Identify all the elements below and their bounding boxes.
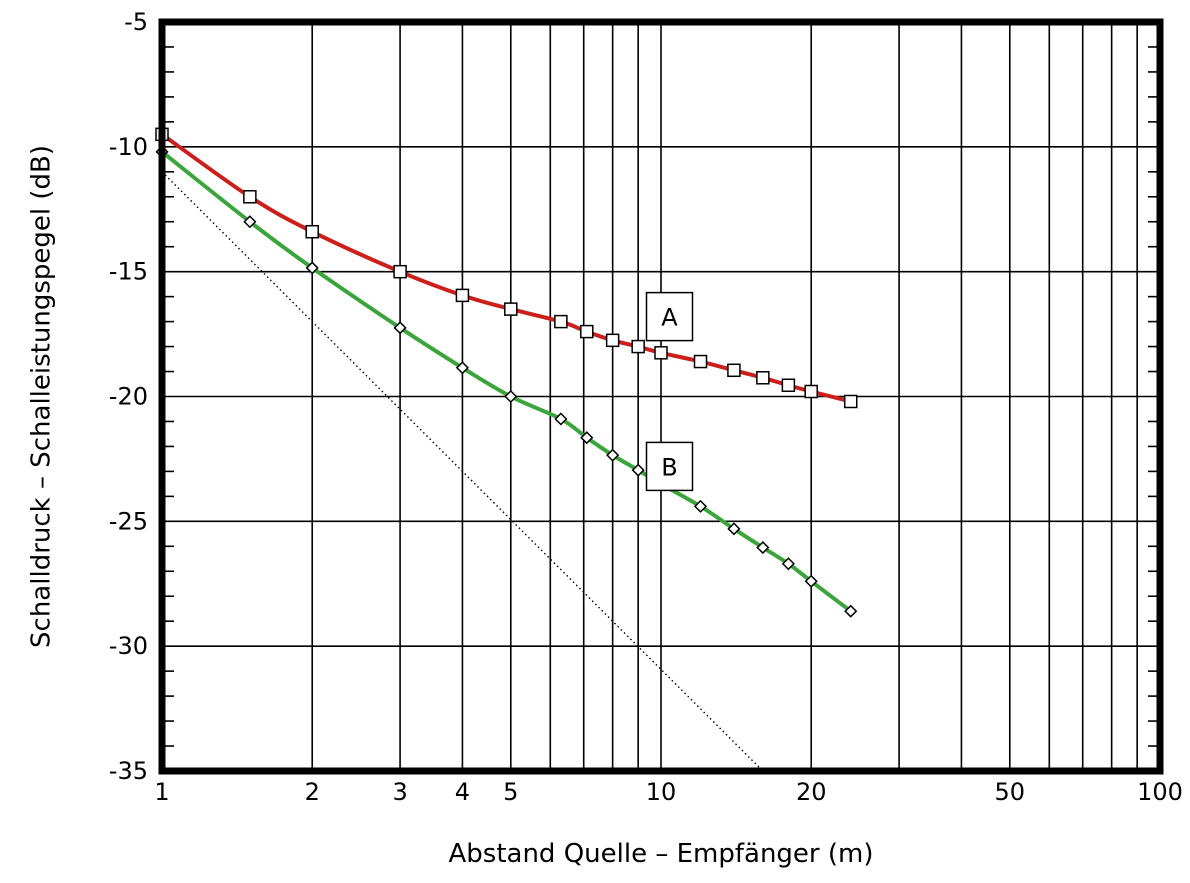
annotation-text: B	[661, 453, 677, 481]
data-point-A	[781, 378, 796, 393]
y-tick-labels: -5 -10 -15 -20 -25 -30 -35	[109, 8, 148, 785]
data-point-B	[844, 604, 858, 618]
y-axis-title: Schalldruck – Schalleistungspegel (dB)	[27, 145, 57, 648]
data-point-A	[455, 288, 470, 303]
series-line-A	[160, 132, 853, 404]
plot-frame	[158, 18, 1164, 775]
x-tick-labels: 1 2 3 4 5 10 20 50 100	[154, 778, 1183, 806]
annotation-box	[645, 291, 694, 342]
data-point-B	[305, 261, 319, 275]
series-line-B	[160, 149, 853, 614]
annotation-label-A: A	[645, 291, 694, 342]
data-point-B	[455, 361, 469, 375]
data-point-A	[504, 302, 518, 316]
data-point-B	[580, 431, 594, 445]
data-point-A	[727, 363, 741, 378]
data-point-A	[804, 384, 818, 399]
data-point-A	[554, 314, 568, 329]
x-axis-title: Abstand Quelle – Empfänger (m)	[448, 839, 873, 869]
y-tick-label: -10	[109, 133, 148, 161]
data-point-B	[631, 463, 645, 477]
major-grid	[162, 146, 1160, 647]
x-tick-label: 4	[455, 778, 470, 806]
y-tick-label: -15	[109, 258, 148, 286]
data-point-B	[504, 389, 518, 404]
data-point-A	[631, 339, 645, 354]
x-tick-label: 2	[305, 778, 320, 806]
data-point-B	[693, 499, 708, 513]
series-reference-line	[161, 171, 764, 772]
data-point-B	[756, 540, 770, 555]
y-tick-label: -35	[109, 757, 148, 785]
data-point-A	[605, 333, 620, 348]
annotations: AB	[645, 291, 694, 492]
data-point-A	[580, 324, 594, 339]
data-point-A	[843, 394, 858, 409]
annotation-label-B: B	[645, 441, 694, 492]
x-tick-label: 3	[392, 778, 407, 806]
x-tick-label: 5	[503, 778, 518, 806]
x-tick-label: 50	[995, 778, 1026, 806]
data-point-B	[727, 522, 741, 536]
data-point-B	[243, 215, 257, 229]
series-lines	[160, 132, 853, 772]
annotation-text: A	[661, 304, 678, 332]
data-point-B	[554, 412, 568, 426]
data-point-B	[393, 321, 407, 335]
data-point-B	[781, 557, 795, 571]
y-tick-label: -25	[109, 507, 148, 535]
x-tick-label: 1	[154, 778, 169, 806]
data-point-B	[606, 448, 620, 462]
x-tick-label: 10	[646, 778, 677, 806]
data-point-A	[693, 354, 708, 369]
y-tick-label: -5	[124, 8, 148, 36]
y-tick-label: -30	[109, 632, 148, 660]
x-tick-label: 100	[1137, 778, 1183, 806]
data-point-A	[393, 264, 407, 279]
x-tick-label: 20	[796, 778, 827, 806]
data-point-A	[756, 371, 770, 385]
data-point-B	[804, 574, 818, 588]
data-point-A	[654, 346, 668, 360]
annotation-box	[645, 441, 694, 492]
data-point-A	[305, 224, 319, 239]
data-point-A	[243, 190, 257, 204]
y-tick-label: -20	[109, 383, 148, 411]
